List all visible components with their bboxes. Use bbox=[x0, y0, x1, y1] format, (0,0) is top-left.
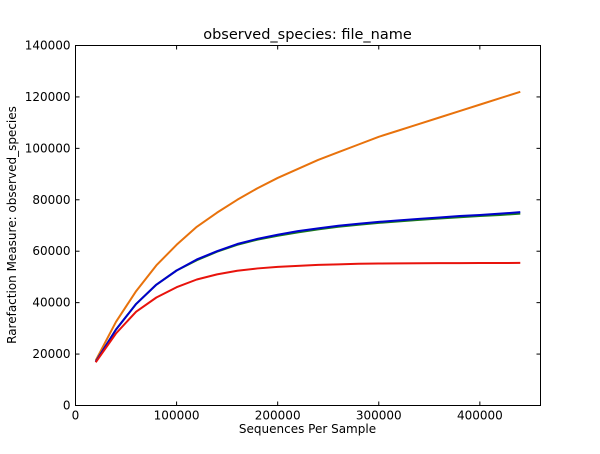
series-line-4 bbox=[94, 261, 521, 363]
plot-area bbox=[94, 90, 521, 363]
x-tick-label: 200000 bbox=[255, 409, 301, 423]
y-tick-label: 40000 bbox=[32, 296, 70, 310]
chart-title: observed_species: file_name bbox=[203, 27, 412, 43]
plot-frame bbox=[75, 45, 541, 406]
y-tick-label: 0 bbox=[63, 399, 71, 413]
series-line-2 bbox=[94, 212, 521, 363]
y-tick-label: 140000 bbox=[25, 39, 71, 53]
x-tick-label: 0 bbox=[72, 409, 80, 423]
y-tick-label: 100000 bbox=[25, 141, 71, 155]
y-tick-label: 80000 bbox=[32, 193, 70, 207]
axis-ticks: 0 100000 200000 300000 400000 0 20000 40000 6000… bbox=[25, 39, 541, 423]
series-line-1 bbox=[94, 90, 521, 361]
x-tick-label: 400000 bbox=[457, 409, 503, 423]
series-line-3 bbox=[94, 211, 521, 363]
y-tick-label: 20000 bbox=[32, 347, 70, 361]
y-tick-label: 120000 bbox=[25, 90, 71, 104]
y-tick-label: 60000 bbox=[32, 244, 70, 258]
x-tick-label: 100000 bbox=[154, 409, 200, 423]
x-tick-label: 300000 bbox=[356, 409, 402, 423]
x-axis-label: Sequences Per Sample bbox=[239, 422, 376, 436]
y-axis-label: Rarefaction Measure: observed_species bbox=[5, 106, 19, 344]
